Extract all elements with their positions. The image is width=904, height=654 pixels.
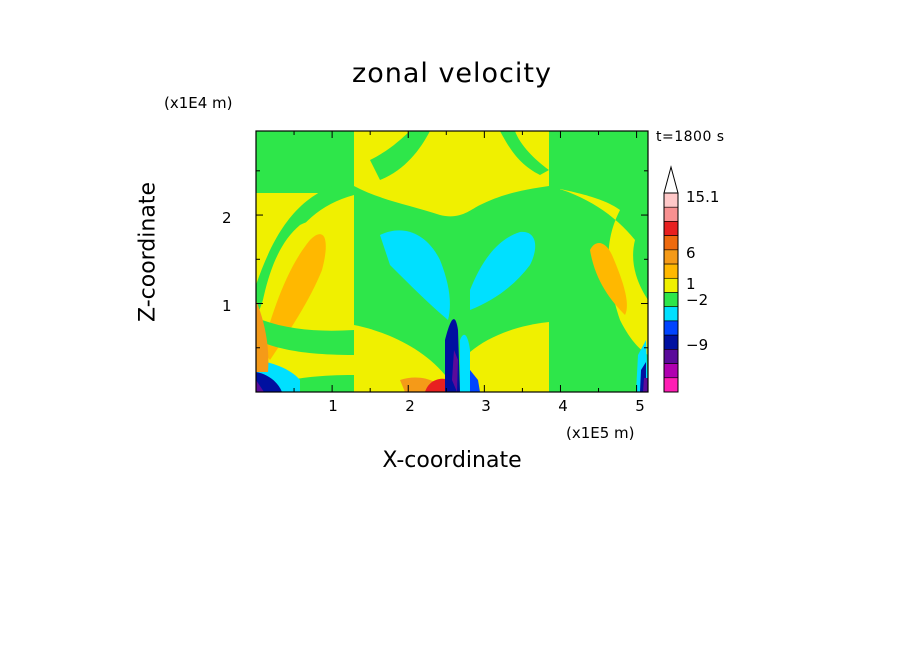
x-tick-label-3: 3 bbox=[481, 397, 491, 415]
colorbar-label-6: 6 bbox=[686, 244, 696, 262]
colorbar-swatch-8 bbox=[663, 292, 679, 308]
colorbar-swatch-13 bbox=[663, 363, 679, 379]
colorbar-label-15-1: 15.1 bbox=[686, 188, 720, 206]
y-axis-unit: (x1E4 m) bbox=[164, 94, 233, 112]
colorbar-swatch-5 bbox=[663, 249, 679, 265]
region-cyan-middle-right bbox=[470, 231, 536, 310]
colorbar-label-minus-2: −2 bbox=[686, 291, 709, 309]
region-cyan-middle-jet bbox=[460, 334, 470, 392]
colorbar-swatch-6 bbox=[663, 263, 679, 279]
region-green-right-top bbox=[549, 131, 648, 245]
colorbar-swatch-9 bbox=[663, 306, 679, 322]
chart-title: zonal velocity bbox=[352, 58, 552, 89]
axis-ticks bbox=[256, 131, 648, 392]
colorbar-extend-triangle bbox=[663, 165, 679, 194]
x-tick-label-5: 5 bbox=[635, 397, 645, 415]
y-tick-label-2: 2 bbox=[222, 209, 232, 227]
region-orange-right-plume bbox=[590, 243, 627, 315]
region-blue-middle-jet bbox=[470, 370, 480, 392]
region-darkorange-left-edge bbox=[256, 300, 269, 372]
colorbar-swatch-1 bbox=[663, 192, 679, 208]
x-tick-label-4: 4 bbox=[558, 397, 568, 415]
colorbar-label-minus-9: −9 bbox=[686, 336, 709, 354]
band-green-top-left bbox=[256, 131, 354, 193]
x-tick-label-1: 1 bbox=[328, 397, 338, 415]
colorbar-swatch-11 bbox=[663, 334, 679, 350]
region-green-left-lower bbox=[256, 320, 354, 355]
y-tick-label-1: 1 bbox=[222, 297, 232, 315]
region-green-right-edge bbox=[549, 186, 560, 392]
x-axis-label-text: X-coordinate bbox=[382, 448, 522, 473]
colorbar-swatch-14 bbox=[663, 377, 679, 393]
colorbar-swatch-12 bbox=[663, 349, 679, 364]
region-green-top-streak-b bbox=[500, 131, 549, 175]
x-axis-label: X-coordinate bbox=[0, 448, 904, 473]
colorbar-swatch-3 bbox=[663, 221, 679, 236]
region-navy-left-corner bbox=[256, 372, 282, 392]
x-axis-unit: (x1E5 m) bbox=[566, 424, 635, 442]
plot-frame bbox=[255, 130, 649, 393]
region-yellow-bottom-middle-left bbox=[354, 325, 445, 392]
colorbar-swatch-10 bbox=[663, 320, 679, 336]
region-cyan-middle-left bbox=[380, 230, 450, 320]
region-green-left-streak bbox=[256, 180, 354, 320]
colorbar-frame bbox=[663, 192, 679, 393]
time-label: t=1800 s bbox=[656, 129, 725, 145]
region-green-right-bottom bbox=[600, 372, 636, 392]
contour-field bbox=[256, 131, 648, 392]
region-purple-left-corner bbox=[256, 380, 264, 392]
colorbar-swatch-4 bbox=[663, 235, 679, 251]
region-purple-middle-jet bbox=[452, 350, 458, 392]
region-yellow-bottom-middle-right bbox=[470, 322, 549, 392]
colorbar bbox=[663, 165, 679, 393]
region-green-top-streak-a bbox=[370, 131, 430, 180]
colorbar-swatch-7 bbox=[663, 277, 679, 293]
colorbar-label-1: 1 bbox=[686, 275, 696, 293]
region-purple-right-jet bbox=[643, 378, 648, 392]
x-tick-label-2: 2 bbox=[405, 397, 415, 415]
colorbar-swatch-2 bbox=[663, 206, 679, 222]
